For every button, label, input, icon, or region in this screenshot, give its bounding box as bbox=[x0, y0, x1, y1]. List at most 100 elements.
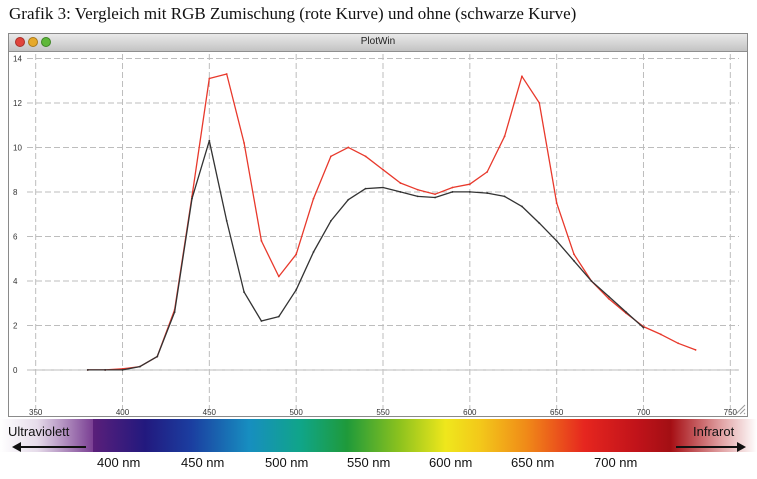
data-point bbox=[86, 369, 89, 371]
data-point bbox=[434, 196, 436, 199]
data-point bbox=[312, 251, 315, 253]
y-tick-label: 12 bbox=[13, 99, 22, 108]
data-point bbox=[573, 253, 575, 256]
data-point bbox=[451, 186, 454, 189]
minimize-button[interactable] bbox=[28, 37, 38, 47]
wavelength-label: 600 nm bbox=[429, 455, 473, 470]
data-point bbox=[121, 369, 124, 371]
x-tick-label: 650 bbox=[550, 408, 564, 416]
data-point bbox=[573, 260, 575, 262]
wavelength-label: 450 nm bbox=[181, 455, 225, 470]
data-point bbox=[521, 75, 523, 78]
data-point bbox=[607, 295, 610, 298]
data-point bbox=[538, 102, 541, 104]
y-tick-label: 10 bbox=[13, 143, 22, 152]
data-point bbox=[173, 311, 176, 313]
ultraviolet-label: Ultraviolett bbox=[8, 424, 70, 439]
data-point bbox=[347, 198, 350, 201]
series-layer bbox=[86, 73, 697, 371]
data-point bbox=[347, 146, 350, 149]
grip-line bbox=[735, 404, 746, 415]
data-point bbox=[625, 311, 628, 313]
figure-caption: Grafik 3: Vergleich mit RGB Zumischung (… bbox=[9, 4, 577, 23]
plot-window: PlotWin 350 400 450 500 550 600 650 700 750 0 2 4 6 8… bbox=[8, 33, 748, 417]
data-point bbox=[468, 191, 471, 193]
data-point bbox=[416, 195, 419, 198]
tick-labels: 350 400 450 500 550 600 650 700 750 0 2 4 6 8 10 12 14 bbox=[13, 54, 738, 416]
line-chart: 350 400 450 500 550 600 650 700 750 0 2 4 6 8 10 12 14 bbox=[13, 54, 746, 416]
data-point bbox=[521, 205, 523, 208]
x-tick-label: 550 bbox=[376, 408, 390, 416]
data-point bbox=[312, 197, 315, 200]
data-point bbox=[191, 197, 193, 200]
data-point bbox=[399, 191, 402, 193]
wavelength-label: 550 nm bbox=[347, 455, 391, 470]
x-tick-label: 500 bbox=[289, 408, 303, 416]
x-tick-label: 600 bbox=[463, 408, 477, 416]
data-point bbox=[243, 291, 245, 293]
data-point bbox=[399, 182, 402, 184]
data-point bbox=[382, 186, 384, 189]
data-point bbox=[451, 191, 454, 193]
grip-line bbox=[739, 408, 746, 415]
y-tick-label: 6 bbox=[13, 232, 18, 241]
data-point bbox=[243, 142, 245, 144]
data-point bbox=[260, 320, 263, 322]
x-tick-label: 350 bbox=[29, 408, 43, 416]
infrared-label: Infrarot bbox=[693, 424, 735, 439]
arrow-left-icon bbox=[12, 442, 86, 452]
wavelength-label: 650 nm bbox=[511, 455, 555, 470]
data-point bbox=[208, 77, 211, 80]
data-point bbox=[277, 275, 280, 278]
data-point bbox=[138, 365, 141, 368]
series-line-1 bbox=[87, 140, 644, 371]
data-point bbox=[555, 202, 558, 204]
spectrum-bar: Ultraviolett Infrarot 400 nm 450 nm 500 … bbox=[0, 419, 757, 479]
close-button[interactable] bbox=[15, 37, 25, 47]
data-point bbox=[260, 240, 263, 242]
data-point bbox=[330, 219, 332, 222]
data-point bbox=[486, 192, 489, 194]
data-point bbox=[677, 342, 680, 345]
data-point bbox=[295, 253, 298, 256]
data-point bbox=[364, 155, 367, 158]
data-point bbox=[607, 297, 610, 300]
x-tick-label: 450 bbox=[203, 408, 217, 416]
data-point bbox=[156, 355, 159, 358]
y-tick-label: 2 bbox=[13, 321, 18, 330]
wavelength-label: 700 nm bbox=[594, 455, 638, 470]
window-titlebar[interactable]: PlotWin bbox=[9, 34, 747, 52]
data-point bbox=[382, 168, 384, 171]
window-title: PlotWin bbox=[360, 36, 396, 47]
resize-grip-icon bbox=[735, 404, 746, 415]
x-tick-label: 750 bbox=[724, 408, 738, 416]
wavelength-label: 400 nm bbox=[97, 455, 141, 470]
data-point bbox=[468, 183, 471, 186]
data-point bbox=[434, 193, 436, 196]
data-point bbox=[277, 315, 280, 318]
y-tick-label: 0 bbox=[13, 366, 18, 375]
data-point bbox=[416, 188, 419, 191]
data-point bbox=[642, 326, 645, 329]
x-tick-label: 400 bbox=[116, 408, 130, 416]
visible-spectrum bbox=[93, 419, 671, 452]
data-point bbox=[590, 280, 593, 282]
data-point bbox=[225, 219, 228, 222]
y-tick-label: 4 bbox=[13, 277, 18, 286]
data-point bbox=[364, 187, 367, 190]
wavelength-label: 500 nm bbox=[265, 455, 309, 470]
data-point bbox=[486, 171, 489, 173]
data-point bbox=[555, 240, 558, 242]
grip-line bbox=[743, 412, 746, 415]
grid-layer bbox=[27, 54, 739, 410]
data-point bbox=[694, 349, 697, 351]
data-point bbox=[659, 333, 662, 336]
data-point bbox=[503, 135, 506, 138]
x-tick-label: 700 bbox=[637, 408, 651, 416]
data-point bbox=[538, 222, 541, 225]
data-point bbox=[225, 73, 228, 75]
data-point bbox=[104, 369, 107, 371]
zoom-button[interactable] bbox=[41, 37, 51, 47]
y-tick-label: 8 bbox=[13, 188, 18, 197]
data-point bbox=[295, 288, 298, 291]
